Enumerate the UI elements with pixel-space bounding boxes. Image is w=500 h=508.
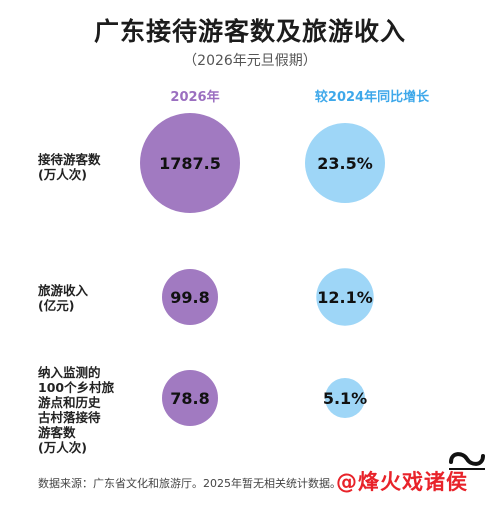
publisher-logo-icon — [449, 452, 485, 470]
growth-rural-visitors-label: 5.1% — [323, 389, 367, 408]
value-visitors-label: 1787.5 — [159, 154, 221, 173]
growth-visitors-bubble — [305, 123, 385, 203]
value-revenue-label: 99.8 — [170, 288, 209, 307]
column-header-2026: 2026年 — [170, 90, 220, 105]
value-rural-visitors-bubble — [162, 370, 218, 426]
data-source-note: 数据来源：广东省文化和旅游厅。2025年暂无相关统计数据。 — [38, 477, 341, 490]
value-rural-visitors-label: 78.8 — [170, 389, 209, 408]
growth-revenue-label: 12.1% — [317, 288, 373, 307]
growth-rural-visitors-bubble — [325, 378, 365, 418]
value-visitors-bubble — [140, 113, 240, 213]
row-label-rural-visitors: 纳入监测的 100个乡村旅 游点和历史 古村落接待 游客数 (万人次) — [38, 365, 115, 455]
chart-title: 广东接待游客数及旅游收入 — [93, 17, 406, 46]
chart-subtitle: （2026年元旦假期） — [183, 53, 317, 69]
column-header-growth: 较2024年同比增长 — [314, 90, 430, 105]
watermark: @烽火戏诸侯 — [336, 470, 468, 494]
growth-visitors-label: 23.5% — [317, 154, 373, 173]
value-revenue-bubble — [162, 269, 218, 325]
growth-revenue-bubble — [316, 268, 374, 326]
row-label-visitors: 接待游客数 (万人次) — [38, 152, 101, 182]
row-label-revenue: 旅游收入 (亿元) — [38, 283, 89, 313]
